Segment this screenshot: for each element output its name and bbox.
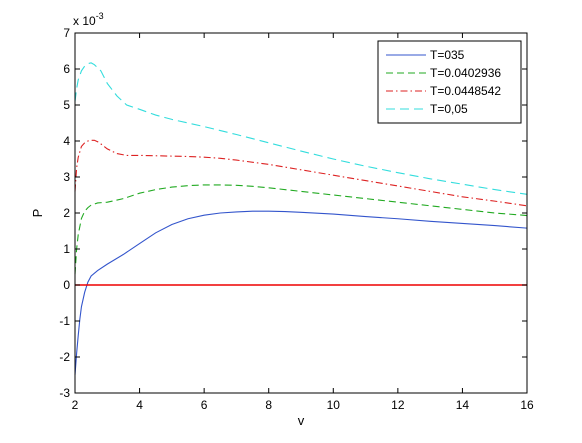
y-multiplier-exponent: -3 bbox=[96, 11, 104, 21]
legend-label: T=0.0448542 bbox=[430, 84, 501, 98]
series-line-3 bbox=[74, 139, 528, 207]
x-tick-label: 8 bbox=[265, 398, 272, 412]
x-tick-label: 12 bbox=[391, 398, 405, 412]
series-line-1 bbox=[74, 210, 528, 376]
y-axis-multiplier: x 10-3 bbox=[73, 11, 104, 28]
y-multiplier-base: x 10 bbox=[73, 14, 96, 28]
y-tick-label: 4 bbox=[63, 134, 70, 148]
x-tick-label: 16 bbox=[520, 398, 534, 412]
series-layer bbox=[74, 62, 528, 376]
y-tick-label: 0 bbox=[63, 278, 70, 292]
legend-label: T=0.0402936 bbox=[430, 66, 501, 80]
y-tick-label: 5 bbox=[63, 98, 70, 112]
y-tick-label: -2 bbox=[59, 350, 70, 364]
x-tick-label: 2 bbox=[72, 398, 79, 412]
x-tick-label: 14 bbox=[456, 398, 470, 412]
x-tick-label: 4 bbox=[136, 398, 143, 412]
y-tick-label: -3 bbox=[59, 386, 70, 400]
legend-label: T=0,05 bbox=[430, 102, 468, 116]
y-axis-label: P bbox=[30, 209, 45, 218]
legend-label: T=035 bbox=[430, 48, 465, 62]
y-tick-label: 1 bbox=[63, 242, 70, 256]
y-tick-label: -1 bbox=[59, 314, 70, 328]
y-tick-label: 3 bbox=[63, 170, 70, 184]
x-tick-label: 6 bbox=[201, 398, 208, 412]
x-tick-label: 10 bbox=[327, 398, 341, 412]
legend: T=035 T=0.0402936 T=0.0448542 T=0,05 bbox=[377, 40, 522, 124]
y-tick-label: 2 bbox=[63, 206, 70, 220]
y-tick-label: 6 bbox=[63, 62, 70, 76]
y-tick-label: 7 bbox=[63, 26, 70, 40]
x-axis-label: v bbox=[298, 413, 305, 428]
